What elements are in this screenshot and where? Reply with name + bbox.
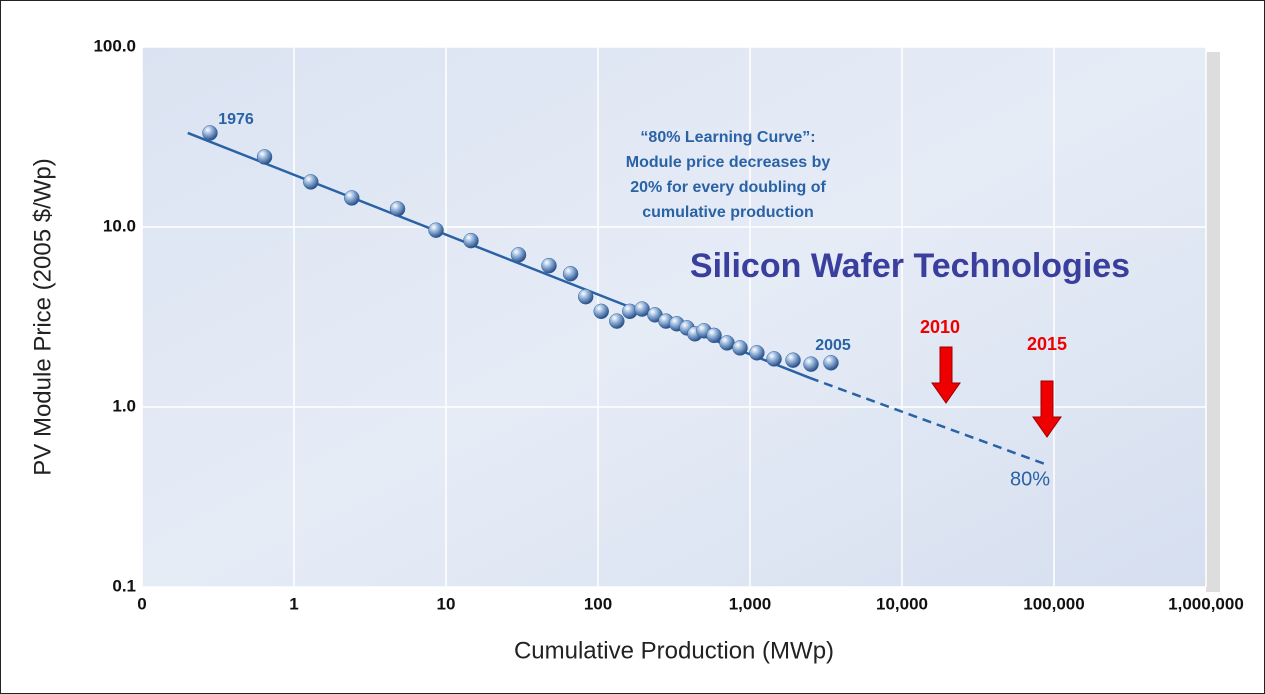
data-point (733, 340, 748, 355)
data-point (707, 328, 722, 343)
data-point (578, 289, 593, 304)
x-tick-label: 100 (584, 594, 612, 613)
y-tick-label: 1.0 (112, 396, 136, 415)
data-point (344, 190, 359, 205)
chart-title: Silicon Wafer Technologies (690, 247, 1130, 285)
annotation: cumulative production (642, 204, 814, 221)
annotation: “80% Learning Curve”: (640, 129, 815, 146)
x-tick-label: 10,000 (876, 594, 928, 613)
data-point (202, 125, 217, 140)
y-tick-label: 0.1 (112, 576, 136, 595)
data-point (563, 266, 578, 281)
data-point (823, 355, 838, 370)
data-point (511, 247, 526, 262)
data-point (749, 345, 764, 360)
data-point (786, 353, 801, 368)
y-tick-label: 100.0 (93, 36, 136, 55)
x-tick-label: 100,000 (1023, 594, 1084, 613)
annotation: Module price decreases by (626, 154, 831, 171)
chart: Cumulative Production (MWp) PV Module Pr… (0, 0, 1265, 694)
x-tick-label: 1,000 (729, 594, 772, 613)
x-tick-label: 10 (437, 594, 456, 613)
x-tick-label: 1 (289, 594, 298, 613)
data-point (303, 174, 318, 189)
data-point (609, 314, 624, 329)
data-point (541, 258, 556, 273)
data-point (720, 335, 735, 350)
y-tick-label: 10.0 (103, 216, 136, 235)
end-label: 2005 (815, 337, 851, 354)
year-label: 2015 (1027, 334, 1067, 354)
data-point (767, 351, 782, 366)
annotation: 20% for every doubling of (630, 179, 826, 196)
data-point (804, 357, 819, 372)
data-point (463, 233, 478, 248)
x-tick-label: 1,000,000 (1168, 594, 1244, 613)
x-axis-title: Cumulative Production (MWp) (514, 637, 834, 664)
data-point (594, 304, 609, 319)
x-tick-label: 0 (137, 594, 146, 613)
shadow (1206, 52, 1220, 592)
data-point (429, 223, 444, 238)
start-label: 1976 (218, 111, 254, 128)
data-point (257, 149, 272, 164)
y-axis-title: PV Module Price (2005 $/Wp) (29, 158, 56, 475)
year-label: 2010 (920, 317, 960, 337)
rate-label: 80% (1010, 468, 1050, 490)
data-point (390, 201, 405, 216)
